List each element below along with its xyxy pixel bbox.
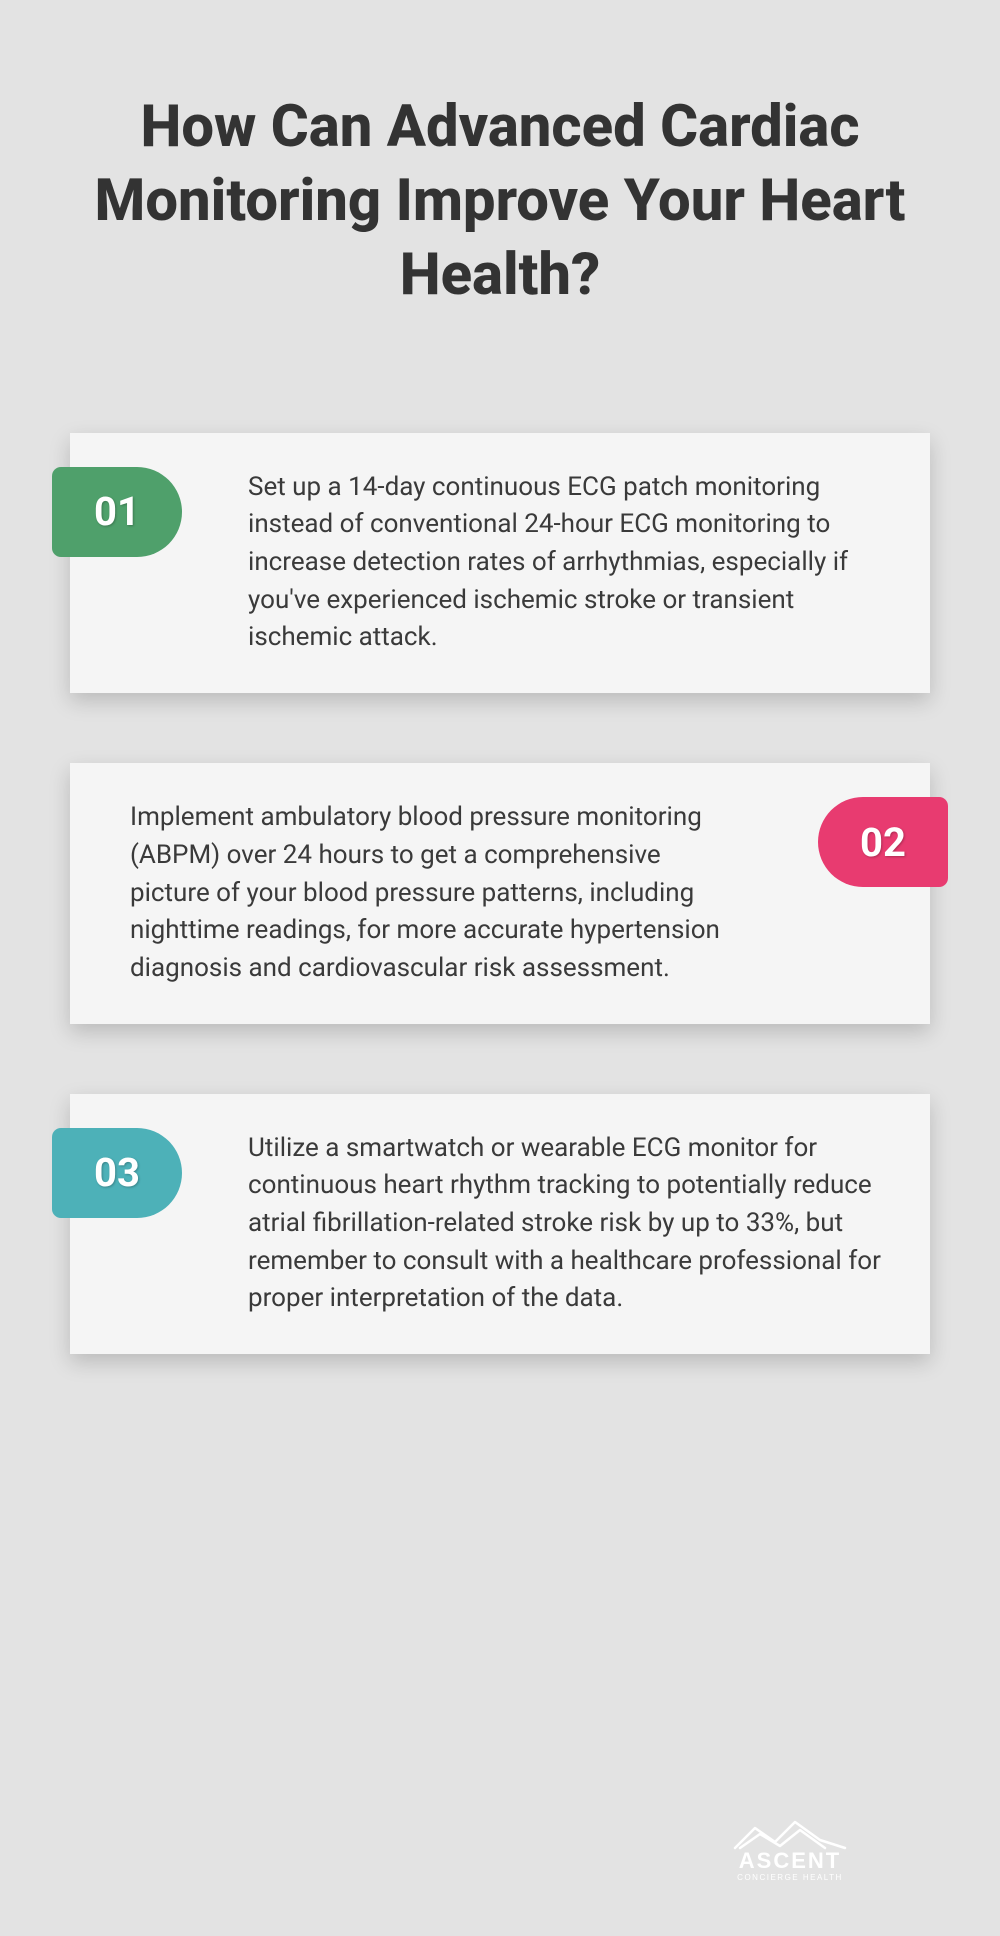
badge-02-number: 02 bbox=[860, 819, 906, 866]
logo-sub-text: CONCIERGE HEALTH bbox=[737, 1873, 843, 1882]
badge-02: 02 bbox=[818, 797, 948, 887]
logo-main-text: ASCENT bbox=[739, 1848, 841, 1873]
card-03: 03 Utilize a smartwatch or wearable ECG … bbox=[70, 1094, 930, 1354]
card-02-text: Implement ambulatory blood pressure moni… bbox=[130, 799, 732, 987]
card-03-text: Utilize a smartwatch or wearable ECG mon… bbox=[248, 1130, 882, 1318]
badge-03: 03 bbox=[52, 1128, 182, 1218]
card-01: 01 Set up a 14-day continuous ECG patch … bbox=[70, 433, 930, 693]
card-02: 02 Implement ambulatory blood pressure m… bbox=[70, 763, 930, 1023]
page-title: How Can Advanced Cardiac Monitoring Impr… bbox=[70, 90, 930, 313]
card-01-text: Set up a 14-day continuous ECG patch mon… bbox=[248, 469, 882, 657]
badge-03-number: 03 bbox=[94, 1149, 140, 1196]
badge-01-number: 01 bbox=[94, 488, 140, 535]
badge-01: 01 bbox=[52, 467, 182, 557]
brand-logo: ASCENT CONCIERGE HEALTH bbox=[710, 1816, 870, 1886]
